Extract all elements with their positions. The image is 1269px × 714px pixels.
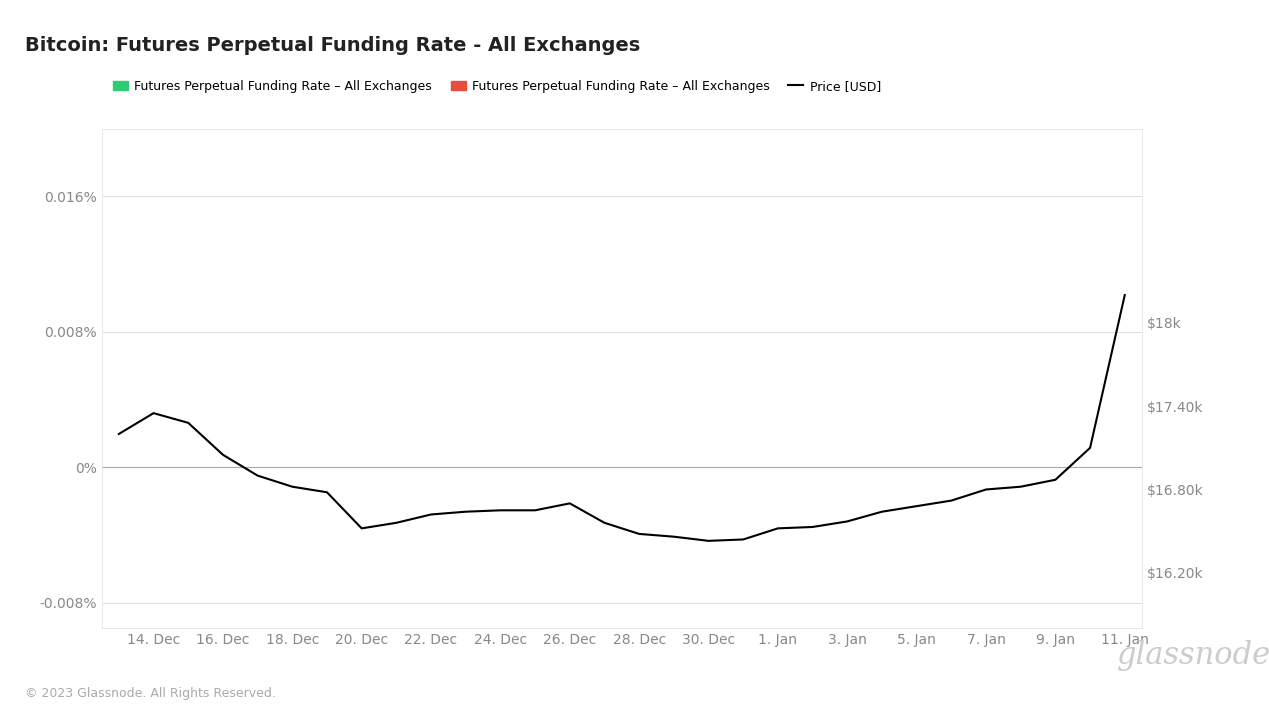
Text: © 2023 Glassnode. All Rights Reserved.: © 2023 Glassnode. All Rights Reserved. [25,687,277,700]
Text: Bitcoin: Futures Perpetual Funding Rate - All Exchanges: Bitcoin: Futures Perpetual Funding Rate … [25,36,641,55]
Text: glassnode: glassnode [1117,640,1269,671]
Legend: Futures Perpetual Funding Rate – All Exchanges, Futures Perpetual Funding Rate –: Futures Perpetual Funding Rate – All Exc… [108,75,886,98]
